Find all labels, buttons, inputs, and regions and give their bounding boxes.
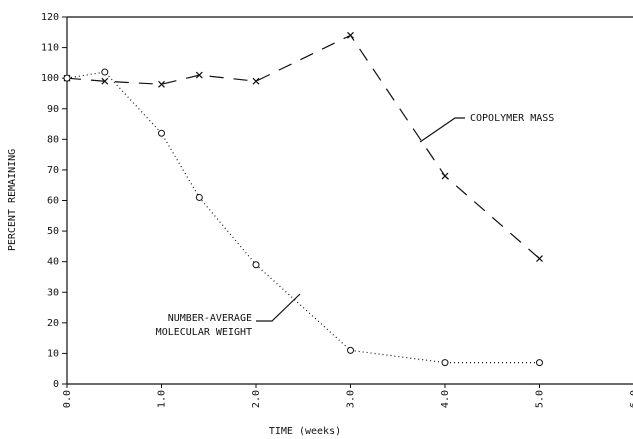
- marker-o: [252, 261, 260, 269]
- marker-o: [101, 68, 109, 76]
- marker-o: [158, 129, 165, 137]
- y-tick-label: 110: [41, 43, 59, 54]
- y-tick-label: 80: [47, 134, 59, 145]
- series-label: COPOLYMER MASS: [470, 113, 554, 124]
- y-tick-label: 100: [41, 73, 59, 84]
- marker-x: [195, 71, 203, 79]
- x-tick-label: 0.0: [62, 390, 73, 408]
- marker-x: [252, 77, 260, 85]
- marker-x: [347, 31, 354, 39]
- marker-x: [158, 80, 165, 88]
- series-label: NUMBER-AVERAGE: [168, 313, 252, 324]
- x-tick-label: 5.0: [535, 390, 546, 408]
- y-tick-label: 10: [47, 348, 59, 359]
- series-label: MOLECULAR WEIGHT: [156, 327, 252, 338]
- series-line: [66, 34, 540, 260]
- y-tick-label: 30: [47, 287, 59, 298]
- leader-line: [256, 293, 301, 322]
- marker-o: [63, 74, 71, 82]
- marker-o: [195, 193, 203, 201]
- y-tick-label: 90: [47, 104, 59, 115]
- x-tick-label: 4.0: [440, 390, 451, 408]
- y-tick-label: 40: [47, 257, 59, 268]
- y-tick-label: 60: [47, 196, 59, 207]
- y-tick-label: 20: [47, 318, 59, 329]
- y-axis-title: PERCENT REMAINING: [7, 149, 18, 251]
- y-tick-label: 70: [47, 165, 59, 176]
- x-tick-label: 2.0: [251, 390, 262, 408]
- series-line: [66, 71, 540, 364]
- x-tick-label: 3.0: [346, 390, 357, 408]
- y-tick-label: 50: [47, 226, 59, 237]
- x-tick-label: 6.0: [629, 390, 633, 408]
- y-tick-label: 0: [53, 379, 59, 390]
- marker-o: [536, 359, 543, 367]
- marker-o: [441, 359, 449, 367]
- x-axis-title: TIME (weeks): [269, 426, 341, 437]
- x-tick-label: 1.0: [157, 390, 168, 408]
- marker-x: [536, 255, 543, 263]
- marker-x: [101, 77, 109, 85]
- marker-x: [441, 172, 449, 180]
- y-tick-label: 120: [41, 12, 59, 23]
- marker-o: [347, 346, 354, 354]
- leader-line: [419, 117, 465, 143]
